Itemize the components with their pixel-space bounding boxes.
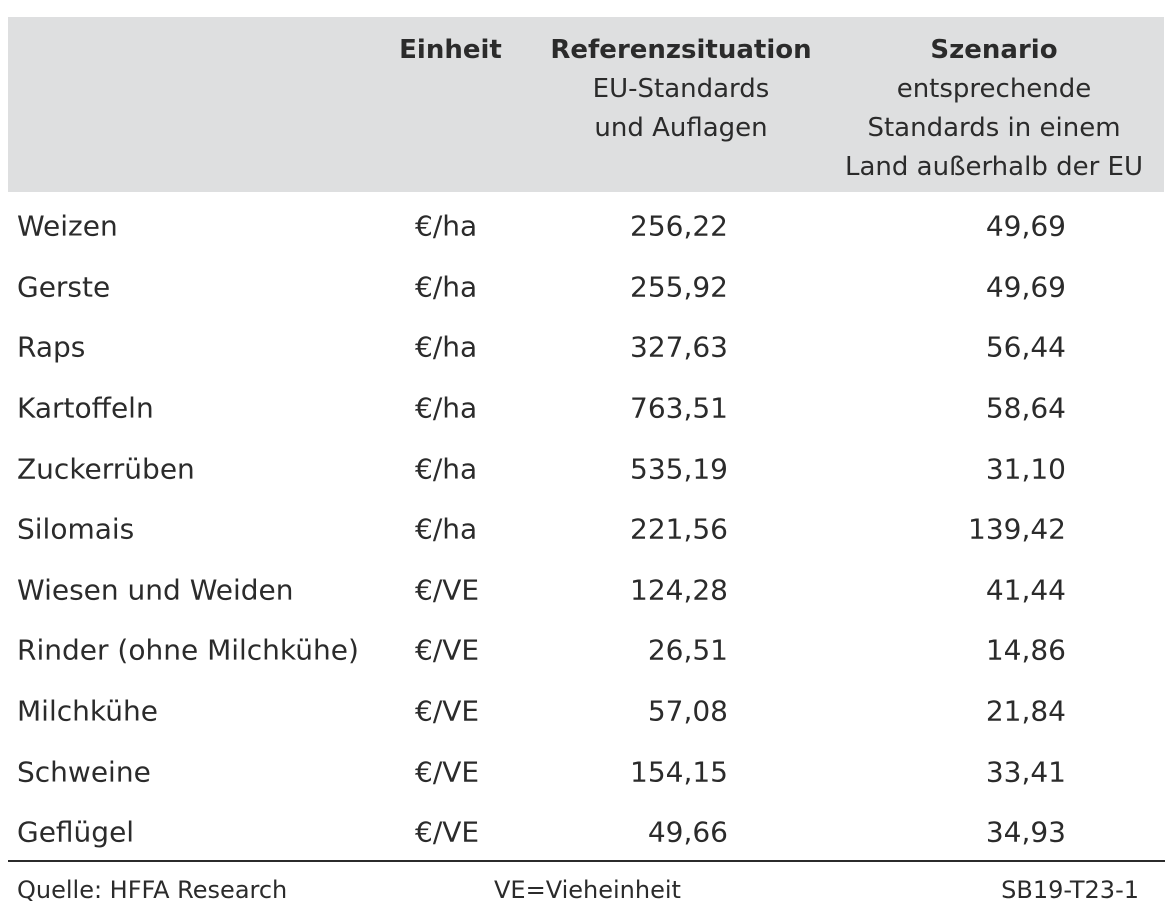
row-unit: €/VE bbox=[415, 815, 480, 849]
table-row: Weizen €/ha 256,22 49,69 bbox=[8, 196, 1164, 257]
row-unit: €/ha bbox=[415, 209, 478, 243]
row-scenario-value: 58,64 bbox=[985, 391, 1066, 425]
row-unit: €/VE bbox=[415, 755, 480, 789]
row-reference-value: 256,22 bbox=[630, 209, 728, 243]
table-row: Gerste €/ha 255,92 49,69 bbox=[8, 257, 1164, 318]
row-scenario-value: 49,69 bbox=[985, 209, 1066, 243]
header-unit: Einheit bbox=[388, 31, 513, 70]
footer-code: SB19-T23-1 bbox=[1001, 876, 1139, 904]
footer-note: VE=Vieheinheit bbox=[494, 876, 681, 904]
row-name: Wiesen und Weiden bbox=[17, 573, 294, 607]
row-scenario-value: 31,10 bbox=[985, 452, 1066, 486]
header-reference-title: Referenzsituation bbox=[550, 35, 812, 65]
row-unit: €/VE bbox=[415, 633, 480, 667]
row-reference-value: 154,15 bbox=[630, 755, 728, 789]
row-scenario-value: 139,42 bbox=[968, 512, 1066, 546]
row-scenario-value: 33,41 bbox=[985, 755, 1066, 789]
row-reference-value: 124,28 bbox=[630, 573, 728, 607]
table-body: Weizen €/ha 256,22 49,69 Gerste €/ha 255,92 49,… bbox=[8, 192, 1164, 863]
header-scenario: Szenario entsprechende Standards in eine… bbox=[830, 31, 1158, 187]
row-scenario-value: 21,84 bbox=[985, 694, 1066, 728]
row-reference-value: 221,56 bbox=[630, 512, 728, 546]
row-unit: €/ha bbox=[415, 391, 478, 425]
row-name: Weizen bbox=[17, 209, 118, 243]
row-reference-value: 57,08 bbox=[647, 694, 728, 728]
header-reference: Referenzsituation EU-Standards und Aufla… bbox=[550, 31, 812, 148]
header-scenario-line: Standards in einem bbox=[867, 113, 1121, 143]
row-name: Schweine bbox=[17, 755, 151, 789]
row-name: Rinder (ohne Milchkühe) bbox=[17, 633, 359, 667]
header-reference-line: und Auflagen bbox=[594, 113, 768, 143]
row-reference-value: 255,92 bbox=[630, 270, 728, 304]
table-row: Raps €/ha 327,63 56,44 bbox=[8, 317, 1164, 378]
row-scenario-value: 49,69 bbox=[985, 270, 1066, 304]
table-row: Rinder (ohne Milchkühe) €/VE 26,51 14,86 bbox=[8, 620, 1164, 681]
row-reference-value: 49,66 bbox=[647, 815, 728, 849]
table-row: Silomais €/ha 221,56 139,42 bbox=[8, 499, 1164, 560]
row-unit: €/ha bbox=[415, 452, 478, 486]
row-scenario-value: 56,44 bbox=[985, 330, 1066, 364]
table-row: Kartoffeln €/ha 763,51 58,64 bbox=[8, 378, 1164, 439]
row-name: Gerste bbox=[17, 270, 111, 304]
table-bottom-rule bbox=[8, 860, 1165, 862]
row-reference-value: 763,51 bbox=[630, 391, 728, 425]
row-unit: €/ha bbox=[415, 270, 478, 304]
data-table: Einheit Referenzsituation EU-Standards u… bbox=[8, 17, 1164, 863]
table-row: Geflügel €/VE 49,66 34,93 bbox=[8, 802, 1164, 863]
row-reference-value: 535,19 bbox=[630, 452, 728, 486]
row-name: Silomais bbox=[17, 512, 135, 546]
row-unit: €/ha bbox=[415, 330, 478, 364]
row-name: Kartoffeln bbox=[17, 391, 154, 425]
row-scenario-value: 14,86 bbox=[985, 633, 1066, 667]
row-name: Geflügel bbox=[17, 815, 135, 849]
row-reference-value: 26,51 bbox=[647, 633, 728, 667]
row-name: Raps bbox=[17, 330, 86, 364]
header-scenario-title: Szenario bbox=[930, 35, 1058, 65]
header-reference-line: EU-Standards bbox=[592, 74, 770, 104]
row-reference-value: 327,63 bbox=[630, 330, 728, 364]
table-row: Schweine €/VE 154,15 33,41 bbox=[8, 741, 1164, 802]
row-scenario-value: 41,44 bbox=[985, 573, 1066, 607]
row-name: Milchkühe bbox=[17, 694, 158, 728]
table-header: Einheit Referenzsituation EU-Standards u… bbox=[8, 17, 1164, 192]
row-name: Zuckerrüben bbox=[17, 452, 195, 486]
header-scenario-line: entsprechende bbox=[896, 74, 1092, 104]
footer-source: Quelle: HFFA Research bbox=[17, 876, 288, 904]
row-scenario-value: 34,93 bbox=[985, 815, 1066, 849]
table-row: Milchkühe €/VE 57,08 21,84 bbox=[8, 681, 1164, 742]
header-unit-title: Einheit bbox=[399, 35, 502, 65]
table-row: Wiesen und Weiden €/VE 124,28 41,44 bbox=[8, 560, 1164, 621]
row-unit: €/VE bbox=[415, 694, 480, 728]
table-row: Zuckerrüben €/ha 535,19 31,10 bbox=[8, 438, 1164, 499]
row-unit: €/VE bbox=[415, 573, 480, 607]
header-scenario-line: Land außerhalb der EU bbox=[845, 152, 1143, 182]
row-unit: €/ha bbox=[415, 512, 478, 546]
